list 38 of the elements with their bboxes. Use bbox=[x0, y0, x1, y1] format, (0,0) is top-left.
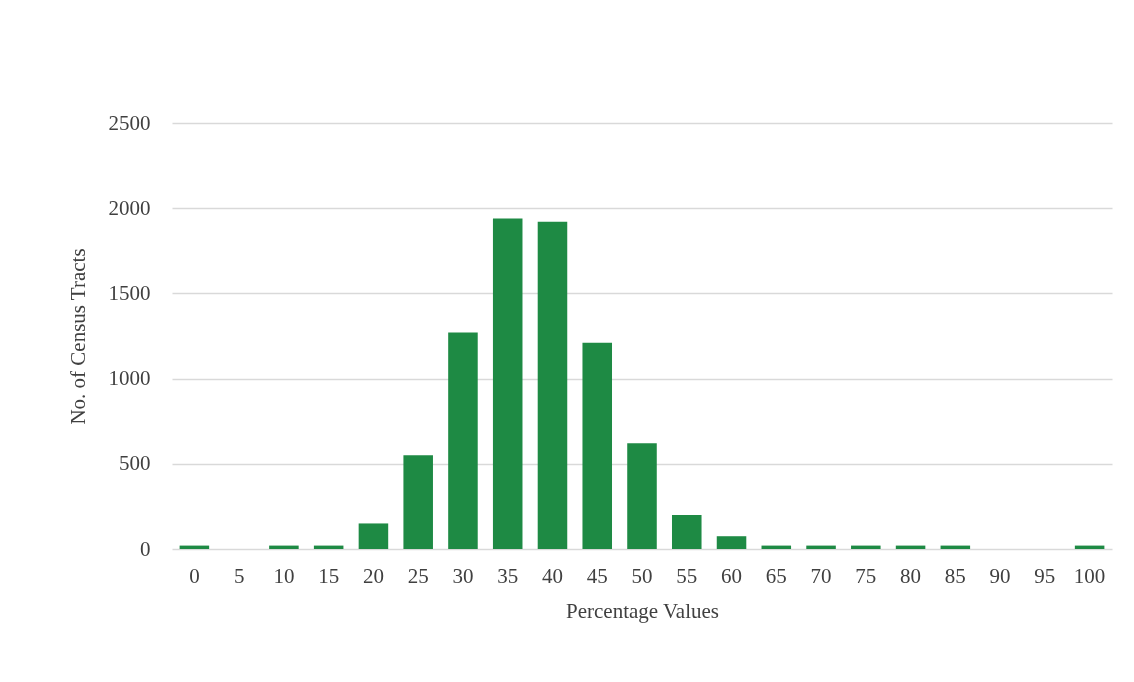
x-tick-label: 75 bbox=[855, 563, 877, 588]
y-tick-label: 2500 bbox=[108, 110, 151, 135]
x-tick-label: 5 bbox=[233, 563, 245, 588]
y-tick-label: 1000 bbox=[108, 366, 151, 391]
bar bbox=[537, 221, 568, 549]
x-tick-label: 65 bbox=[765, 563, 787, 588]
x-tick-label: 40 bbox=[541, 563, 563, 588]
x-tick-label: 15 bbox=[318, 563, 340, 588]
bar bbox=[448, 332, 478, 549]
y-tick-label: 2000 bbox=[108, 195, 151, 220]
y-tick-label: 500 bbox=[119, 451, 151, 476]
x-tick-label: 70 bbox=[810, 563, 832, 588]
y-tick-label: 1500 bbox=[108, 280, 151, 305]
x-axis-title: Percentage Values bbox=[566, 598, 719, 623]
bar bbox=[582, 342, 613, 549]
x-tick-label: 45 bbox=[586, 563, 608, 588]
bar bbox=[671, 514, 702, 549]
x-tick-label: 85 bbox=[944, 563, 966, 588]
bar bbox=[492, 218, 523, 549]
bar bbox=[403, 455, 433, 549]
x-tick-label: 10 bbox=[273, 563, 295, 588]
x-tick-label: 90 bbox=[989, 563, 1011, 588]
x-tick-label: 95 bbox=[1034, 563, 1056, 588]
y-tick-label: 0 bbox=[140, 536, 151, 561]
x-tick-label: 60 bbox=[721, 563, 743, 588]
y-axis-title: No. of Census Tracts bbox=[65, 248, 90, 425]
x-tick-label: 0 bbox=[189, 563, 200, 588]
x-tick-label: 55 bbox=[676, 563, 698, 588]
x-tick-label: 30 bbox=[452, 563, 474, 588]
bar bbox=[627, 443, 657, 549]
bar bbox=[716, 536, 747, 549]
bar bbox=[358, 523, 389, 549]
x-tick-label: 20 bbox=[362, 563, 384, 588]
x-tick-label: 25 bbox=[407, 563, 429, 588]
x-tick-label: 100 bbox=[1073, 563, 1106, 588]
x-tick-label: 35 bbox=[497, 563, 519, 588]
x-tick-label: 80 bbox=[900, 563, 922, 588]
x-tick-label: 50 bbox=[631, 563, 653, 588]
